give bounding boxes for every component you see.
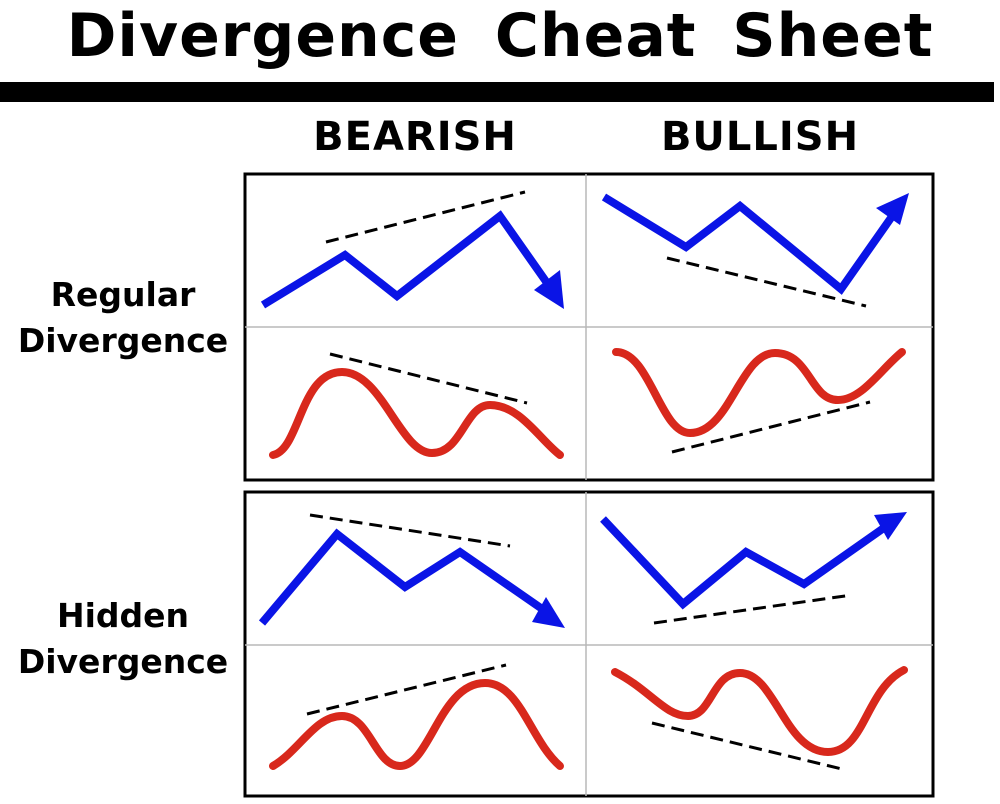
- regular-bearish-oscillator-line: [269, 367, 564, 459]
- hidden-bearish-oscillator-trendline: [306, 663, 507, 716]
- regular-bullish-price-trendline: [666, 256, 867, 308]
- hidden-bullish-price-line: [600, 516, 891, 610]
- row-label-hidden-line2: Divergence: [17, 642, 229, 681]
- row-label-hidden-line1: Hidden: [56, 596, 190, 635]
- row-label-regular-line2: Divergence: [17, 321, 229, 360]
- hidden-bullish-price-arrowhead: [874, 512, 907, 540]
- regular-bearish-price-trendline: [325, 190, 526, 244]
- regular-bearish-oscillator-panel: [269, 352, 564, 459]
- hidden-bearish-oscillator-line: [269, 678, 564, 771]
- regular-bearish-price-panel: [260, 190, 564, 309]
- hidden-divergence-box: [243, 490, 935, 798]
- hidden-bearish-price-line: [258, 528, 551, 626]
- column-header-bearish: BEARISH: [313, 114, 517, 160]
- hidden-bearish-price-panel: [258, 513, 565, 628]
- regular-bullish-oscillator-line: [612, 348, 906, 438]
- hidden-bearish-price-trendline: [309, 513, 511, 548]
- regular-bullish-oscillator-trendline: [671, 400, 871, 454]
- regular-bearish-price-arrowhead: [534, 270, 564, 309]
- regular-bearish-oscillator-trendline: [329, 352, 528, 405]
- regular-bullish-price-line: [601, 193, 897, 295]
- hidden-bearish-price-arrowhead: [532, 597, 565, 628]
- row-label-regular-line1: Regular: [50, 275, 196, 314]
- hidden-bullish-oscillator-line: [611, 666, 908, 757]
- page-title: Divergence Cheat Sheet: [66, 1, 934, 71]
- hidden-bullish-oscillator-panel: [611, 666, 908, 772]
- regular-bullish-price-arrowhead: [876, 193, 909, 225]
- hidden-bearish-oscillator-panel: [269, 663, 564, 771]
- row-label-regular-divergence: Regular Divergence: [0, 272, 246, 364]
- regular-bullish-price-panel: [601, 193, 909, 308]
- hidden-bullish-oscillator-trendline: [651, 721, 847, 772]
- regular-bearish-price-line: [260, 210, 556, 309]
- hidden-box-border: [243, 490, 935, 798]
- regular-bullish-oscillator-panel: [612, 348, 906, 454]
- hidden-bullish-price-trendline: [653, 593, 853, 625]
- regular-divergence-box: [243, 172, 935, 482]
- hidden-bullish-price-panel: [600, 512, 907, 625]
- title-underline: [0, 82, 994, 102]
- column-header-bullish: BULLISH: [660, 114, 860, 160]
- row-label-hidden-divergence: Hidden Divergence: [0, 593, 246, 685]
